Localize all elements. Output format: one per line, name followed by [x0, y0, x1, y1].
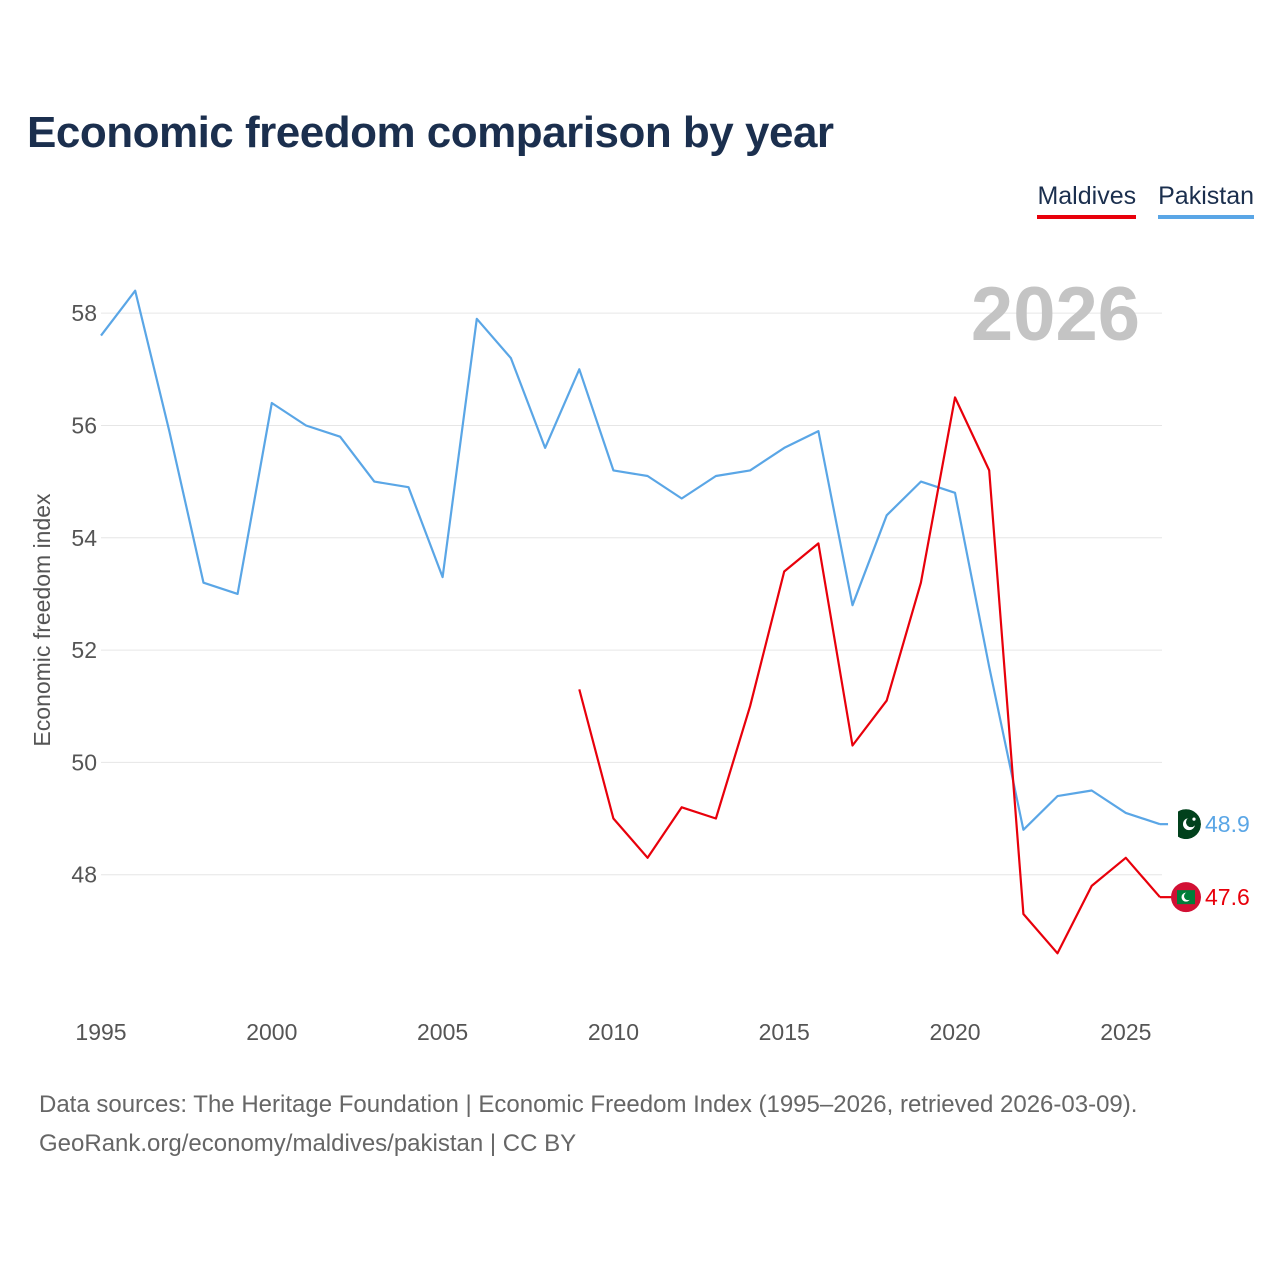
series-line-pakistan[interactable]: [100, 289, 1161, 831]
y-tick-label: 58: [71, 300, 97, 326]
year-watermark: 2026: [971, 272, 1140, 357]
legend-item-pakistan[interactable]: Pakistan: [1158, 182, 1254, 219]
x-tick-label: 2000: [246, 1019, 297, 1045]
footer: Data sources: The Heritage Foundation | …: [39, 1085, 1137, 1163]
x-tick-label: 2005: [417, 1019, 468, 1045]
x-tick-label: 2020: [929, 1019, 980, 1045]
x-tick-label: 2025: [1100, 1019, 1151, 1045]
series-line-maldives[interactable]: [578, 396, 1161, 955]
chart-title: Economic freedom comparison by year: [27, 108, 834, 157]
y-tick-label: 54: [71, 525, 97, 551]
legend-item-maldives[interactable]: Maldives: [1037, 182, 1137, 219]
x-axis-ticks: 1995 2000 2005 2010 2015 2020 2025: [75, 1019, 1151, 1045]
end-value-label-pakistan: 48.9: [1205, 811, 1250, 837]
y-tick-label: 48: [71, 862, 97, 888]
y-axis-ticks: 48 50 52 54 56 58: [71, 300, 97, 888]
x-tick-label: 2010: [588, 1019, 639, 1045]
series-end-markers: 48.9 47.6: [1160, 806, 1250, 913]
x-tick-label: 1995: [75, 1019, 126, 1045]
y-tick-label: 56: [71, 412, 97, 438]
legend: Maldives Pakistan: [1037, 182, 1254, 219]
series-lines: [100, 289, 1161, 955]
data-source-text: Data sources: The Heritage Foundation | …: [39, 1091, 1138, 1118]
y-tick-label: 50: [71, 749, 97, 775]
pakistan-flag-icon: [1168, 806, 1204, 843]
y-tick-label: 52: [71, 637, 97, 663]
grid-lines: [101, 312, 1162, 876]
end-value-label-maldives: 47.6: [1205, 884, 1250, 910]
x-tick-label: 2015: [759, 1019, 810, 1045]
y-axis-label: Economic freedom index: [29, 493, 55, 747]
maldives-flag-icon: [1171, 882, 1201, 913]
attribution-text: GeoRank.org/economy/maldives/pakistan | …: [39, 1130, 577, 1157]
